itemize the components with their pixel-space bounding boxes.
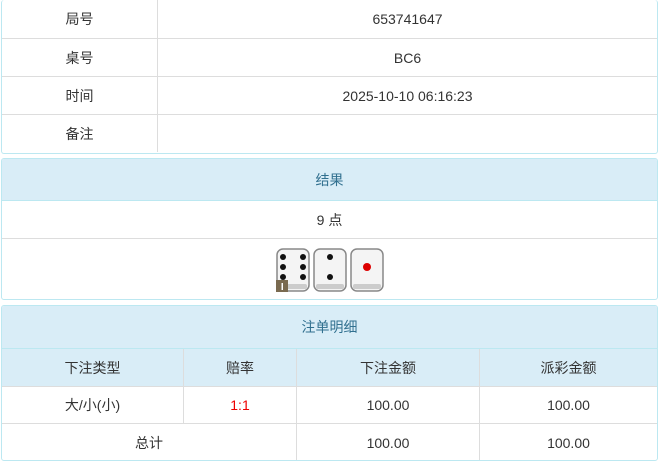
bet-row: 大/小(小) 1:1 100.00 100.00 [2,386,657,423]
info-value [157,115,657,152]
pip [299,273,306,280]
die [349,247,384,292]
pip [362,262,371,271]
bets-header-row: 下注类型 赔率 下注金额 派彩金额 [2,349,657,386]
pip [299,263,306,270]
die-shade [352,283,381,289]
info-label: 桌号 [65,49,94,66]
panel-title: 结果 [2,159,657,201]
column-header: 下注类型 [64,359,121,376]
info-value: BC6 [157,39,657,76]
pip [279,263,286,270]
bets-panel: 注单明细 下注类型 赔率 下注金额 派彩金额 大/小(小) 1:1 100.00 100.00… [1,305,658,461]
info-row: 局号 653741647 [2,0,657,38]
info-table: 局号 653741647 桌号 BC6 时间 2025-10-10 06:16:23 备注 [1,0,658,154]
pip [279,253,286,260]
pip [299,253,306,260]
info-row: 桌号 BC6 [2,38,657,76]
bet-cell: 大/小(小) [64,397,121,413]
info-label: 局号 [65,11,94,27]
die [275,247,310,292]
info-value: 2025-10-10 06:16:23 [157,77,657,114]
pip [326,273,333,280]
info-label: 备注 [65,125,94,142]
bets-table: 下注类型 赔率 下注金额 派彩金额 大/小(小) 1:1 100.00 100.00 总计 100… [2,349,657,460]
bet-cell: 100.00 [296,387,479,423]
column-header: 派彩金额 [479,349,657,386]
total-payout: 100.00 [479,424,657,460]
total-stake: 100.00 [296,424,479,460]
die [312,247,347,292]
bet-cell: 1:1 [183,387,296,423]
panel-title: 注单明细 [2,306,657,349]
info-badge-glyph [281,282,283,290]
result-total: 9 点 [2,201,657,239]
pip [279,273,286,280]
total-label: 总计 [135,434,163,451]
column-header: 赔率 [183,349,296,386]
die-body [312,247,347,292]
info-label: 时间 [65,87,94,104]
dice-row [2,239,657,299]
die-shade [315,283,344,289]
info-row: 时间 2025-10-10 06:16:23 [2,76,657,114]
total-row: 总计 100.00 100.00 [2,423,657,460]
info-value: 653741647 [157,0,657,38]
info-row: 备注 [2,114,657,152]
pip [326,253,333,260]
result-panel: 结果 9 点 [1,158,658,300]
column-header: 下注金额 [296,349,479,386]
bet-cell: 100.00 [479,387,657,423]
